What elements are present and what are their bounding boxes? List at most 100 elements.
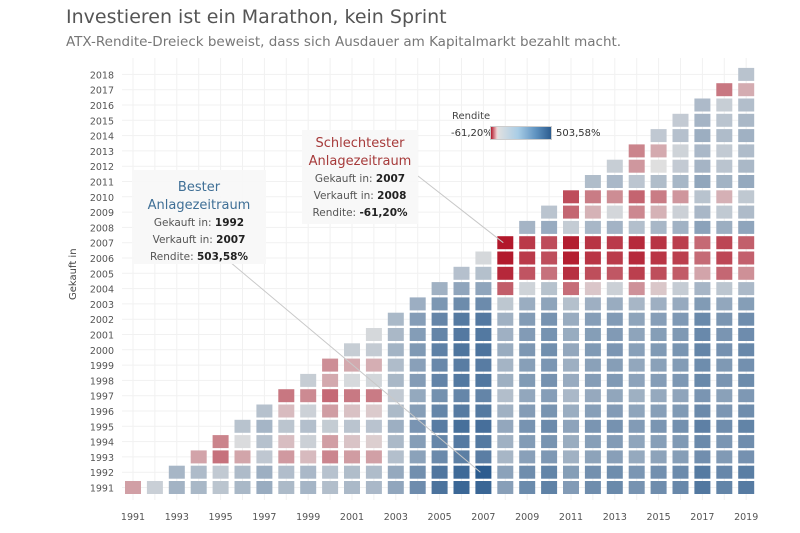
worst-sold-row: Verkauft in: 2008 <box>313 190 407 202</box>
heatmap-cell <box>650 481 667 494</box>
heatmap-cell <box>650 358 667 372</box>
heatmap-cell <box>453 266 470 280</box>
heatmap-cell <box>738 282 755 296</box>
heatmap-cell <box>278 465 295 479</box>
heatmap-cell <box>628 435 645 449</box>
heatmap-cell <box>431 435 448 449</box>
heatmap-cell <box>628 205 645 219</box>
heatmap-cell <box>694 481 711 494</box>
heatmap-cell <box>584 312 601 326</box>
heatmap-cell <box>672 297 689 311</box>
heatmap-cell <box>431 450 448 464</box>
heatmap-cell <box>541 328 558 341</box>
heatmap-cell <box>365 343 382 357</box>
heatmap-cell <box>716 481 733 494</box>
heatmap-cell <box>563 251 579 265</box>
heatmap-cell <box>716 312 733 326</box>
heatmap-cell <box>234 450 251 464</box>
heatmap-cell <box>584 220 601 234</box>
heatmap-cell <box>541 297 558 311</box>
heatmap-cell <box>256 404 273 418</box>
heatmap-cell <box>190 450 207 464</box>
heatmap-cell <box>212 465 229 479</box>
heatmap-cell <box>716 389 733 403</box>
heatmap-cell <box>322 373 339 387</box>
heatmap-cell <box>344 465 360 479</box>
heatmap-cell <box>628 419 645 433</box>
heatmap-cell <box>541 358 558 372</box>
heatmap-cell <box>650 435 667 449</box>
heatmap-cell <box>584 373 601 387</box>
heatmap-cell <box>563 236 579 250</box>
heatmap-cell <box>584 358 601 372</box>
heatmap-cell <box>694 175 711 188</box>
heatmap-cell <box>212 435 229 449</box>
heatmap-cell <box>322 450 339 464</box>
heatmap-cell <box>606 404 623 418</box>
heatmap-cell <box>694 251 711 265</box>
heatmap-cell <box>716 159 733 173</box>
heatmap-cell <box>650 404 667 418</box>
heatmap-cell <box>387 404 404 418</box>
heatmap-cell <box>738 389 755 403</box>
heatmap-cell <box>672 159 689 173</box>
y-tick-label: 2006 <box>90 254 114 265</box>
heatmap-cell <box>387 435 404 449</box>
heatmap-cell <box>738 481 755 494</box>
heatmap-cell <box>431 328 448 341</box>
heatmap-cell <box>584 205 601 219</box>
y-tick-label: 1995 <box>90 422 114 433</box>
x-tick-label: 2007 <box>471 512 495 523</box>
heatmap-cell <box>738 220 755 234</box>
heatmap-cell <box>541 343 558 357</box>
heatmap-cell <box>453 358 470 372</box>
y-tick-label: 1993 <box>90 453 114 464</box>
heatmap-cell <box>322 435 339 449</box>
heatmap-cell <box>541 373 558 387</box>
heatmap-cell <box>672 251 689 265</box>
heatmap-cell <box>563 389 579 403</box>
heatmap-cell <box>234 465 251 479</box>
heatmap-cell <box>650 205 667 219</box>
heatmap-cell <box>650 144 667 158</box>
y-tick-label: 2012 <box>90 162 114 173</box>
heatmap-cell <box>584 389 601 403</box>
heatmap-cell <box>365 481 382 494</box>
heatmap-cell <box>738 144 755 158</box>
y-tick-label: 1998 <box>90 376 114 387</box>
heatmap-cell <box>738 190 755 204</box>
heatmap-cell <box>497 404 514 418</box>
heatmap-cell <box>650 297 667 311</box>
heatmap-cell <box>365 419 382 433</box>
heatmap-cell <box>541 205 558 219</box>
heatmap-cell <box>694 190 711 204</box>
heatmap-cell <box>606 450 623 464</box>
heatmap-cell <box>716 465 733 479</box>
heatmap-cell <box>650 465 667 479</box>
heatmap-cell <box>672 312 689 326</box>
heatmap-cell <box>387 343 404 357</box>
heatmap-cell <box>672 220 689 234</box>
heatmap-cell <box>256 450 273 464</box>
heatmap-cell <box>650 312 667 326</box>
heatmap-cell <box>541 465 558 479</box>
heatmap-cell <box>628 297 645 311</box>
x-tick-label: 2001 <box>340 512 364 523</box>
x-tick-label: 1997 <box>252 512 276 523</box>
heatmap-cell <box>716 435 733 449</box>
y-tick-label: 1991 <box>90 484 114 495</box>
heatmap-cell <box>475 481 492 494</box>
heatmap-cell <box>453 465 470 479</box>
heatmap-cell <box>475 266 492 280</box>
heatmap-cell <box>584 435 601 449</box>
heatmap-cell <box>322 419 339 433</box>
heatmap-cell <box>563 220 579 234</box>
heatmap-cell <box>475 328 492 341</box>
heatmap-cell <box>475 297 492 311</box>
y-tick-label: 2013 <box>90 147 114 158</box>
heatmap-cell <box>716 190 733 204</box>
x-tick-label: 2003 <box>384 512 408 523</box>
heatmap-cell <box>563 282 579 296</box>
heatmap-cell <box>212 450 229 464</box>
heatmap-cell <box>365 404 382 418</box>
